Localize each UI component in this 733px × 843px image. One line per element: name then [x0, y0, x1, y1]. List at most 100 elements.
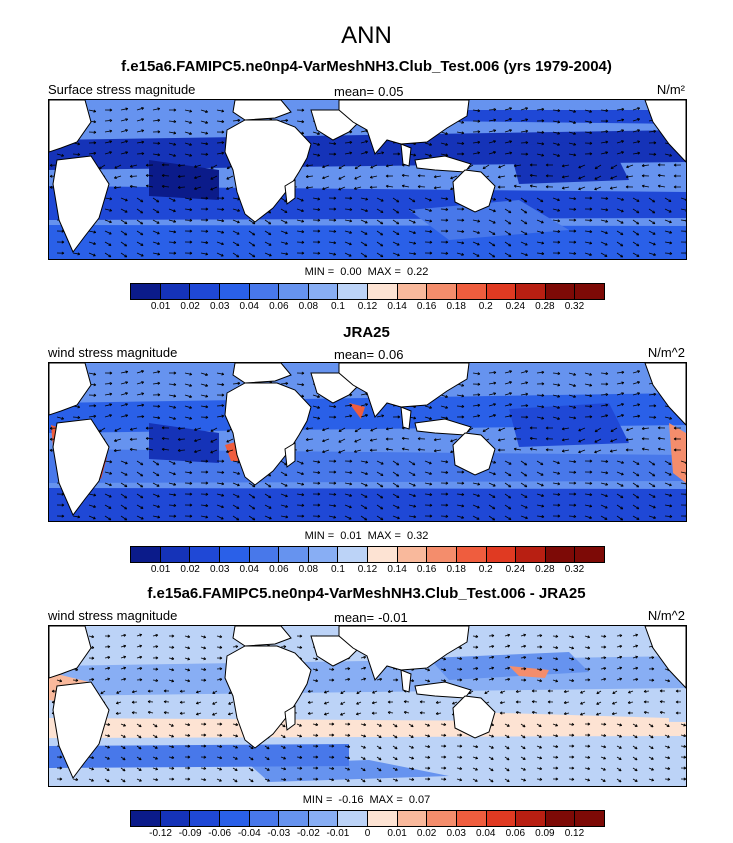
wind-vector	[552, 230, 561, 233]
wind-vector-head	[573, 120, 576, 124]
wind-vector	[616, 460, 624, 464]
wind-vector-head	[109, 392, 113, 396]
wind-vector-head	[381, 414, 385, 418]
wind-vector	[177, 175, 186, 177]
wind-vector-head	[221, 493, 225, 497]
wind-vector-head	[205, 394, 209, 398]
wind-vector-head	[93, 109, 97, 113]
wind-vector-head	[667, 777, 671, 781]
wind-vector-head	[507, 644, 511, 648]
wind-vector-head	[429, 153, 432, 157]
wind-vector	[232, 493, 240, 498]
wind-vector	[168, 208, 176, 212]
wind-vector	[312, 142, 320, 146]
wind-vector-head	[401, 447, 405, 451]
wind-vector-head	[619, 655, 623, 659]
wind-vector-head	[605, 119, 609, 123]
wind-vector-head	[194, 439, 197, 443]
wind-vector-head	[75, 678, 79, 682]
wind-vector-head	[203, 744, 207, 748]
wind-vector	[232, 460, 240, 463]
wind-vector	[424, 219, 432, 222]
wind-vector-head	[429, 405, 433, 409]
wind-vector	[664, 208, 672, 213]
wind-vector-head	[524, 462, 528, 466]
wind-vector	[456, 252, 464, 256]
wind-vector-head	[347, 745, 351, 749]
wind-vector-head	[156, 473, 160, 477]
wind-vector-head	[650, 746, 654, 750]
wind-vector	[504, 107, 512, 111]
wind-vector-head	[477, 393, 481, 397]
wind-vector-head	[394, 757, 398, 760]
wind-vector	[498, 164, 506, 168]
wind-vector-head	[171, 645, 175, 649]
wind-vector-head	[221, 141, 225, 145]
wind-vector-head	[604, 505, 608, 509]
wind-vector-head	[411, 777, 415, 781]
wind-vector-head	[348, 505, 352, 509]
wind-vector-head	[394, 746, 398, 750]
wind-vector-head	[106, 779, 110, 783]
wind-vector-head	[219, 722, 223, 726]
wind-vector	[98, 427, 106, 433]
wind-vector-head	[477, 372, 481, 376]
wind-vector-head	[653, 415, 657, 419]
wind-vector	[424, 416, 432, 420]
wind-vector-head	[173, 131, 177, 135]
wind-vector-head	[492, 243, 496, 247]
wind-vector	[536, 482, 544, 487]
wind-vector-head	[155, 633, 159, 637]
wind-vector-head	[91, 767, 95, 771]
wind-vector-head	[91, 656, 95, 660]
wind-vector-head	[189, 240, 193, 244]
wind-vector-head	[547, 700, 551, 704]
wind-vector-head	[669, 514, 673, 519]
wind-vector	[456, 131, 464, 134]
wind-vector	[280, 119, 289, 122]
wind-vector-head	[621, 460, 624, 464]
wind-vector-head	[221, 207, 225, 211]
wind-vector-head	[141, 415, 145, 419]
wind-vector	[552, 208, 560, 212]
wind-vector	[136, 404, 144, 407]
wind-vector-head	[413, 252, 417, 256]
wind-vector-head	[157, 381, 161, 385]
wind-vector-head	[356, 691, 360, 695]
wind-vector-head	[669, 230, 673, 234]
wind-vector-head	[506, 768, 510, 772]
wind-vector-head	[331, 755, 335, 759]
wind-vector	[664, 416, 672, 420]
wind-vector	[152, 382, 160, 385]
wind-vector-head	[315, 723, 319, 727]
wind-vector	[338, 164, 346, 169]
wind-vector	[514, 448, 522, 451]
wind-vector-head	[322, 428, 325, 432]
wind-vector-head	[252, 254, 256, 258]
wind-vector-head	[621, 381, 625, 385]
wind-vector	[210, 175, 218, 180]
wind-vector-head	[491, 655, 495, 659]
wind-vector	[408, 197, 416, 203]
wind-vector-head	[362, 757, 366, 760]
wind-vector-head	[506, 779, 510, 782]
panel-title: JRA25	[343, 324, 390, 341]
wind-vector-head	[410, 735, 414, 738]
wind-vector	[360, 482, 368, 487]
wind-vector-head	[93, 505, 96, 508]
wind-vector-head	[189, 481, 193, 485]
wind-vector-head	[49, 185, 53, 189]
wind-vector-head	[628, 690, 631, 694]
wind-vector-head	[490, 779, 494, 783]
wind-vector-head	[604, 517, 608, 520]
wind-vector-head	[195, 701, 199, 705]
wind-vector-head	[353, 186, 357, 190]
wind-vector	[184, 460, 192, 463]
wind-vector-head	[620, 495, 624, 499]
wind-vector	[168, 471, 176, 475]
wind-vector	[658, 437, 666, 440]
wind-vector	[472, 152, 480, 155]
wind-vector-head	[427, 679, 431, 683]
wind-vector-head	[524, 505, 528, 509]
wind-vector-head	[580, 690, 583, 694]
